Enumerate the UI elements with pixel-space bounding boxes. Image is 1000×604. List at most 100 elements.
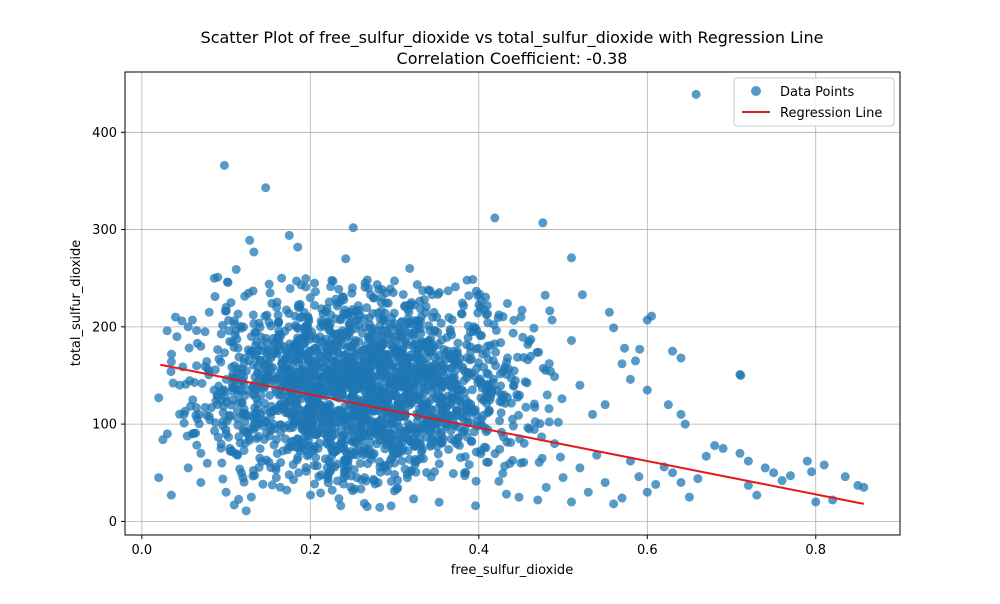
data-point (336, 378, 346, 388)
data-point (432, 372, 442, 382)
data-point (483, 369, 493, 379)
data-point (245, 235, 255, 245)
data-point (508, 455, 518, 465)
data-point (481, 292, 491, 302)
data-point (232, 450, 242, 460)
x-axis-ticks: 0.0 0.2 0.4 0.6 0.8 (132, 535, 826, 558)
data-point (356, 417, 366, 427)
data-point (349, 465, 359, 475)
data-point (221, 487, 231, 497)
data-point (566, 497, 576, 507)
data-point (246, 332, 256, 342)
data-point (412, 366, 422, 376)
data-point (466, 436, 476, 446)
data-point (428, 379, 438, 389)
data-point (253, 361, 263, 371)
data-point (310, 287, 320, 297)
data-point (238, 409, 248, 419)
data-point (322, 317, 332, 327)
data-point (495, 416, 505, 426)
data-point (448, 469, 458, 479)
data-point (405, 437, 415, 447)
data-point (369, 293, 379, 303)
data-point (363, 459, 373, 469)
data-point (218, 320, 228, 330)
data-point (555, 452, 565, 462)
data-point (355, 458, 365, 468)
data-point (368, 361, 378, 371)
data-point (479, 362, 489, 372)
data-point (310, 300, 320, 310)
data-point (493, 313, 503, 323)
data-point (508, 328, 518, 338)
data-point (575, 463, 585, 473)
data-point (267, 350, 277, 360)
data-point (203, 364, 213, 374)
data-point (210, 365, 220, 375)
data-point (248, 465, 258, 475)
data-point (172, 332, 182, 342)
data-point (529, 323, 539, 333)
data-point (231, 264, 241, 274)
data-point (325, 434, 335, 444)
data-point (316, 488, 326, 498)
data-point (225, 443, 235, 453)
data-point (378, 368, 388, 378)
data-point (342, 465, 352, 475)
data-point (710, 441, 720, 451)
data-point (489, 320, 499, 330)
data-point (413, 323, 423, 333)
data-point (258, 479, 268, 489)
data-point (541, 365, 551, 375)
data-point (449, 346, 459, 356)
data-point (233, 309, 243, 319)
data-point (840, 472, 850, 482)
data-point (200, 402, 210, 412)
data-point (442, 332, 452, 342)
data-point (471, 410, 481, 420)
data-point (443, 286, 453, 296)
x-tick-label: 0.2 (300, 543, 321, 558)
data-point (188, 395, 198, 405)
data-point (179, 409, 189, 419)
data-point (501, 489, 511, 499)
data-point (471, 501, 481, 511)
data-point (343, 310, 353, 320)
data-point (310, 278, 320, 288)
data-point (389, 308, 399, 318)
data-point (444, 313, 454, 323)
data-point (496, 338, 506, 348)
data-point (347, 394, 357, 404)
data-point (250, 403, 260, 413)
data-point (219, 160, 229, 170)
regression-line (160, 363, 864, 505)
data-point (204, 411, 214, 421)
data-point (271, 473, 281, 483)
data-point (399, 384, 409, 394)
data-point (255, 453, 265, 463)
data-point (427, 433, 437, 443)
data-point (167, 349, 177, 359)
data-point (676, 409, 686, 419)
data-point (701, 451, 711, 461)
data-point (233, 420, 243, 430)
data-point (516, 458, 526, 468)
data-point (642, 487, 652, 497)
data-point (213, 400, 223, 410)
data-point (315, 438, 325, 448)
data-point (371, 348, 381, 358)
data-point (533, 495, 543, 505)
data-point (410, 340, 420, 350)
data-point (301, 463, 311, 473)
data-point (465, 327, 475, 337)
data-point (276, 458, 286, 468)
data-point (482, 379, 492, 389)
data-point (467, 385, 477, 395)
data-point (490, 213, 500, 223)
data-point (293, 300, 303, 310)
data-point (466, 354, 476, 364)
data-point (359, 498, 369, 508)
data-point (264, 279, 274, 289)
data-point (269, 419, 279, 429)
